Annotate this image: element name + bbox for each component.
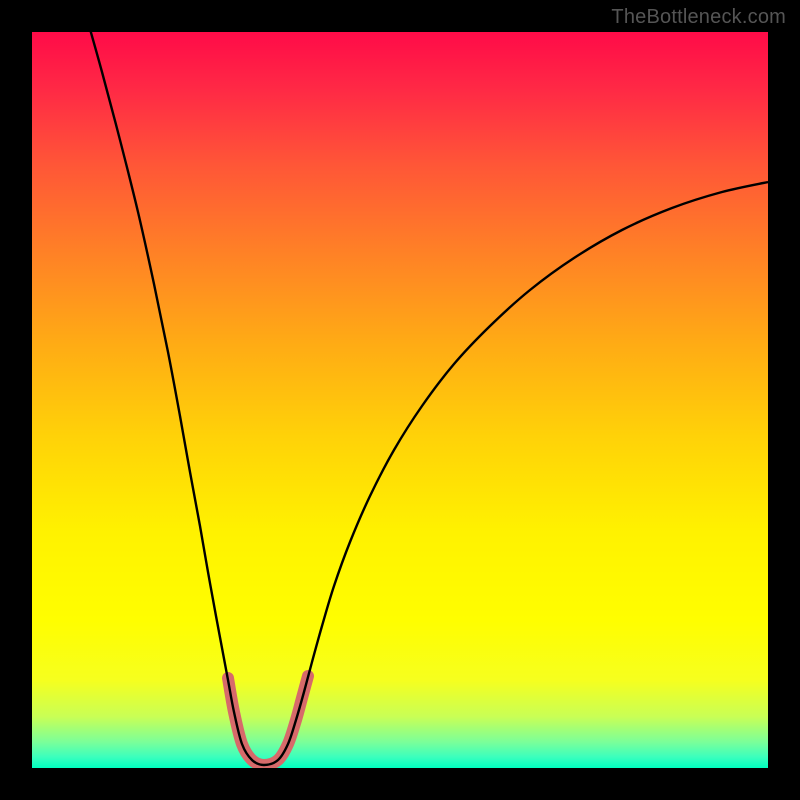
curve-layer	[32, 32, 768, 768]
bottleneck-curve	[88, 32, 768, 765]
chart-frame: TheBottleneck.com	[0, 0, 800, 800]
plot-area	[32, 32, 768, 768]
watermark-text: TheBottleneck.com	[611, 6, 786, 29]
